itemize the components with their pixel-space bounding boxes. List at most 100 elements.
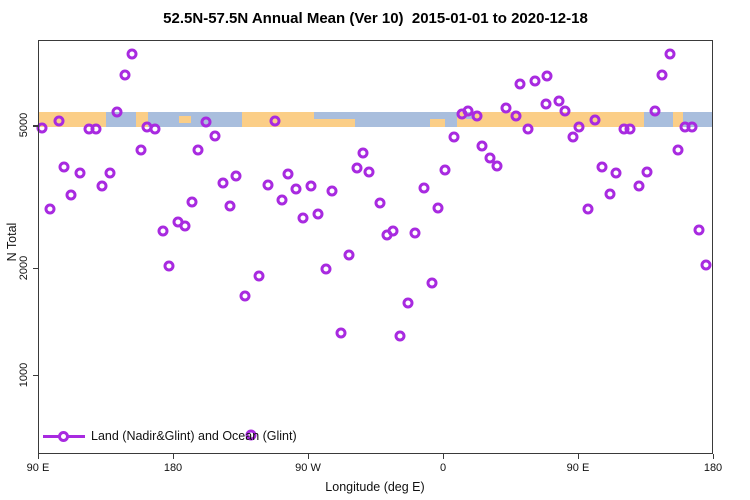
data-point [432, 202, 444, 214]
y-tick-label: 1000 [18, 362, 30, 388]
data-point [439, 164, 451, 176]
x-tick-mark [713, 454, 715, 459]
data-point [282, 168, 294, 180]
data-point [245, 429, 257, 441]
data-point [262, 179, 274, 191]
data-point [567, 131, 579, 143]
data-point [239, 290, 251, 302]
data-point [559, 105, 571, 117]
data-point [351, 162, 363, 174]
data-point [633, 180, 645, 192]
data-point [217, 177, 229, 189]
y-tick-mark [33, 375, 38, 377]
x-tick-label: 180 [163, 462, 183, 474]
data-point [426, 277, 438, 289]
y-axis-label: N Total [5, 222, 19, 262]
data-point [522, 123, 534, 135]
data-point [541, 70, 553, 82]
x-tick-mark [38, 454, 40, 459]
data-point [610, 167, 622, 179]
land-strip-segment [179, 115, 191, 124]
ocean-strip-segment [314, 111, 355, 120]
data-point [664, 48, 676, 60]
data-point [656, 69, 668, 81]
data-point [179, 220, 191, 232]
data-point [672, 144, 684, 156]
data-point [326, 185, 338, 197]
y-tick-mark [33, 267, 38, 269]
data-point [53, 115, 65, 127]
data-point [553, 95, 565, 107]
data-point [596, 161, 608, 173]
data-point [624, 123, 636, 135]
data-point [641, 166, 653, 178]
data-point [409, 227, 421, 239]
ocean-strip-segment [444, 111, 457, 127]
legend-label: Land (Nadir&Glint) and Ocean (Glint) [91, 429, 297, 443]
data-point [529, 75, 541, 87]
data-point [491, 160, 503, 172]
land-strip-segment [314, 119, 355, 127]
data-point [269, 115, 281, 127]
data-point [448, 131, 460, 143]
data-point [200, 116, 212, 128]
ocean-strip-segment [354, 111, 430, 127]
data-point [335, 327, 347, 339]
data-point [402, 297, 414, 309]
ocean-strip-segment [147, 111, 242, 127]
data-point [363, 166, 375, 178]
land-strip-segment [672, 111, 683, 127]
data-point [604, 188, 616, 200]
data-point [253, 270, 265, 282]
x-tick-mark [443, 454, 445, 459]
data-point [44, 203, 56, 215]
data-point [111, 106, 123, 118]
data-point [104, 167, 116, 179]
data-point [305, 180, 317, 192]
data-point [357, 147, 369, 159]
data-point [693, 224, 705, 236]
data-point [149, 123, 161, 135]
data-point [224, 200, 236, 212]
data-point [510, 110, 522, 122]
data-point [74, 167, 86, 179]
data-point [476, 140, 488, 152]
data-point [58, 161, 70, 173]
data-point [135, 144, 147, 156]
x-tick-label: 90 W [295, 462, 321, 474]
data-point [500, 102, 512, 114]
data-point [418, 182, 430, 194]
data-point [96, 180, 108, 192]
y-tick-label: 5000 [18, 113, 30, 138]
x-tick-mark [173, 454, 175, 459]
chart-title: 52.5N-57.5N Annual Mean (Ver 10) 2015-01… [163, 10, 588, 27]
data-point [157, 225, 169, 237]
x-tick-label: 180 [703, 462, 723, 474]
data-point [65, 189, 77, 201]
data-point [649, 105, 661, 117]
data-point [320, 263, 332, 275]
data-point [540, 98, 552, 110]
data-point [297, 212, 309, 224]
y-tick-mark [33, 125, 38, 127]
plot-area [38, 40, 713, 454]
ocean-strip-segment [429, 111, 445, 120]
x-tick-label: 90 E [566, 462, 590, 474]
land-strip-segment [429, 119, 445, 127]
data-point [119, 69, 131, 81]
data-point [381, 229, 393, 241]
x-tick-label: 0 [439, 462, 447, 474]
data-point [471, 110, 483, 122]
data-point [514, 78, 526, 90]
legend-marker-icon [58, 430, 69, 442]
x-axis-label: Longitude (deg E) [325, 480, 425, 494]
data-point [394, 330, 406, 342]
data-point [582, 203, 594, 215]
data-point [126, 48, 138, 60]
data-point [573, 121, 585, 133]
data-point [484, 152, 496, 164]
data-point [374, 197, 386, 209]
x-tick-mark [578, 454, 580, 459]
data-point [343, 249, 355, 261]
